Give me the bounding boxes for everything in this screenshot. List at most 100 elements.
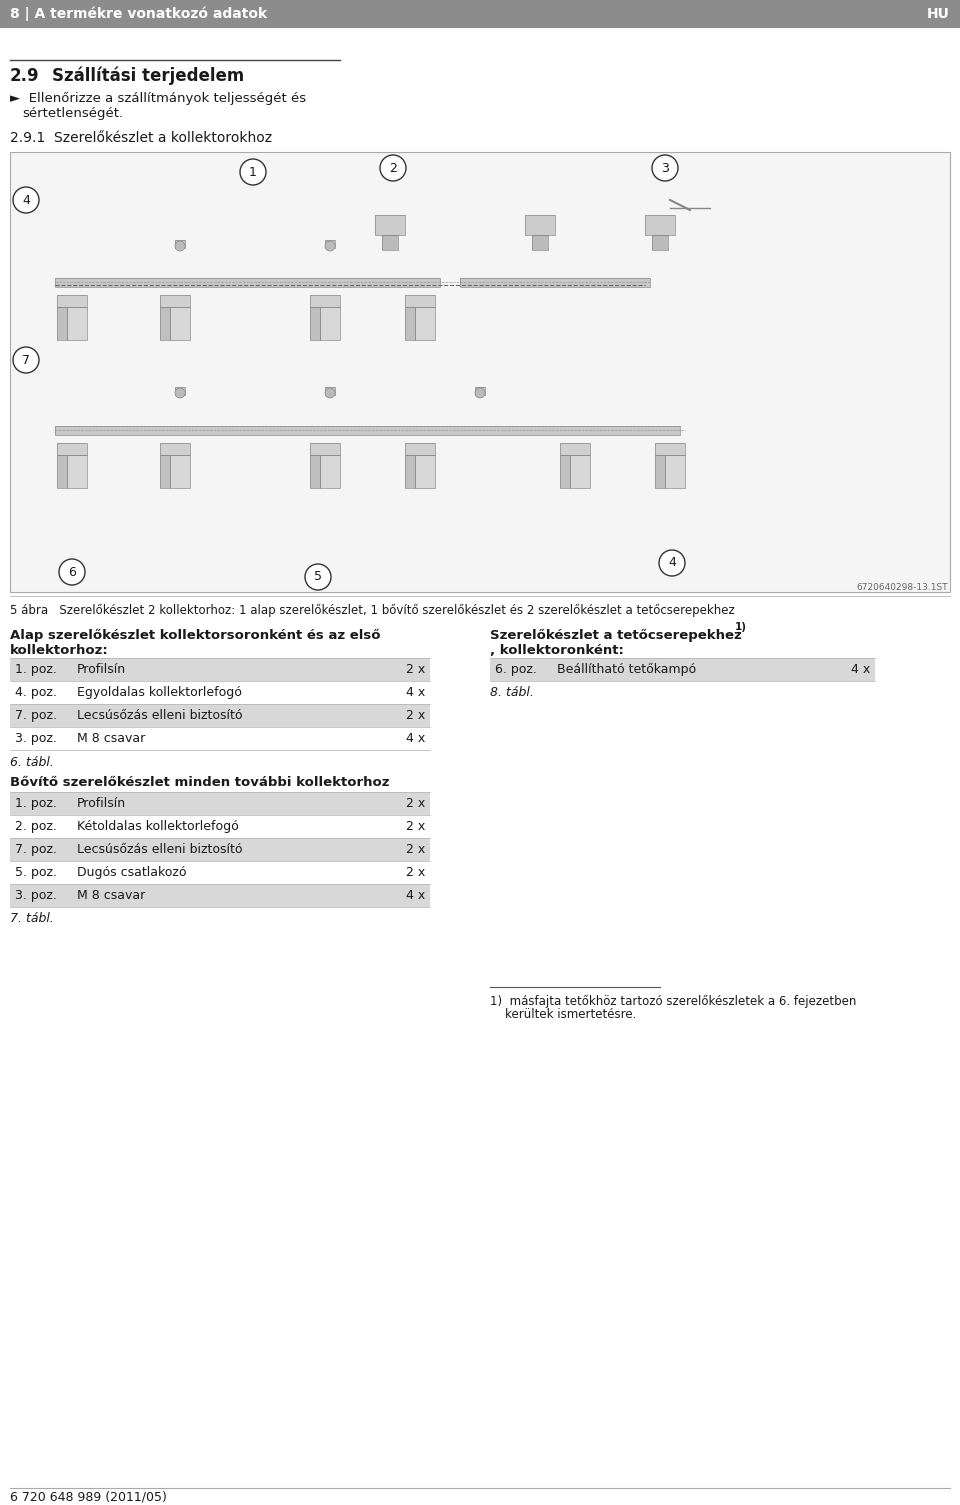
Bar xyxy=(560,442,590,455)
Bar xyxy=(532,235,548,250)
Bar xyxy=(525,215,555,235)
Bar xyxy=(310,295,340,307)
Circle shape xyxy=(380,155,406,181)
Text: 5 ábra   Szerelőkészlet 2 kollektorhoz: 1 alap szerelőkészlet, 1 bővítő szerelők: 5 ábra Szerelőkészlet 2 kollektorhoz: 1 … xyxy=(10,604,734,617)
Bar xyxy=(405,455,415,488)
Text: 3: 3 xyxy=(661,161,669,175)
Bar xyxy=(175,239,185,248)
Text: 5. poz.: 5. poz. xyxy=(15,865,57,879)
Text: Profilsín: Profilsín xyxy=(77,664,126,676)
Bar xyxy=(475,387,485,394)
Bar xyxy=(405,442,435,455)
Text: Dugós csatlakozó: Dugós csatlakozó xyxy=(77,865,186,879)
Text: 4: 4 xyxy=(22,194,30,206)
Circle shape xyxy=(175,388,185,397)
Text: Szállítási terjedelem: Szállítási terjedelem xyxy=(52,66,244,86)
Text: 2 x: 2 x xyxy=(406,865,425,879)
Bar xyxy=(55,278,440,287)
Bar xyxy=(160,295,190,307)
Bar xyxy=(655,442,685,455)
Bar xyxy=(170,455,190,488)
Text: 6720640298-13.1ST: 6720640298-13.1ST xyxy=(856,584,948,593)
Text: 7. poz.: 7. poz. xyxy=(15,709,57,722)
Bar xyxy=(525,215,555,235)
Text: Profilsín: Profilsín xyxy=(77,798,126,810)
Circle shape xyxy=(659,549,685,576)
Bar xyxy=(570,455,590,488)
Bar xyxy=(375,215,405,235)
Text: 1: 1 xyxy=(249,166,257,179)
Bar xyxy=(655,455,665,488)
Bar xyxy=(175,387,185,394)
Bar xyxy=(10,838,430,861)
Bar xyxy=(560,455,570,488)
Bar xyxy=(160,455,170,488)
Text: M 8 csavar: M 8 csavar xyxy=(77,731,145,745)
Text: 8 | A termékre vonatkozó adatok: 8 | A termékre vonatkozó adatok xyxy=(10,6,267,21)
Text: kollektorhoz:: kollektorhoz: xyxy=(10,644,108,656)
Bar xyxy=(10,883,430,908)
Bar xyxy=(170,455,190,488)
Bar xyxy=(415,307,435,340)
Bar xyxy=(325,239,335,248)
Text: Bővítő szerelőkészlet minden további kollektorhoz: Bővítő szerelőkészlet minden további kol… xyxy=(10,775,390,789)
Text: 7. tábl.: 7. tábl. xyxy=(10,912,54,926)
Bar xyxy=(645,215,675,235)
Bar xyxy=(55,426,680,435)
Bar xyxy=(570,455,590,488)
Bar xyxy=(320,307,340,340)
Bar xyxy=(415,307,435,340)
Text: 1)  másfajta tetőkhöz tartozó szerelőkészletek a 6. fejezetben: 1) másfajta tetőkhöz tartozó szerelőkész… xyxy=(490,995,856,1007)
Bar xyxy=(160,307,170,340)
Text: 6. poz.: 6. poz. xyxy=(495,664,537,676)
Text: Lecsúsőzás elleni biztosító: Lecsúsőzás elleni biztosító xyxy=(77,709,243,722)
Bar xyxy=(310,455,320,488)
Bar xyxy=(560,442,590,455)
Bar xyxy=(310,455,320,488)
Bar xyxy=(415,455,435,488)
Text: Kétoldalas kollektorlefogó: Kétoldalas kollektorlefogó xyxy=(77,820,239,832)
Bar xyxy=(460,278,650,287)
Text: 2 x: 2 x xyxy=(406,843,425,856)
Bar xyxy=(160,295,190,307)
Bar xyxy=(310,442,340,455)
Bar xyxy=(310,307,320,340)
Text: 1. poz.: 1. poz. xyxy=(15,798,57,810)
Bar xyxy=(560,455,570,488)
Bar xyxy=(175,239,185,248)
Bar xyxy=(10,704,430,727)
Bar xyxy=(67,307,87,340)
Text: M 8 csavar: M 8 csavar xyxy=(77,889,145,901)
Text: 3. poz.: 3. poz. xyxy=(15,889,57,901)
Bar xyxy=(10,792,430,816)
Text: ►  Ellenőrizze a szállítmányok teljességét és: ► Ellenőrizze a szállítmányok teljességé… xyxy=(10,92,306,104)
Text: 4 x: 4 x xyxy=(406,686,425,698)
Bar xyxy=(170,307,190,340)
Bar xyxy=(325,387,335,394)
Bar xyxy=(310,295,340,307)
Text: 2 x: 2 x xyxy=(406,709,425,722)
Bar xyxy=(652,235,668,250)
Text: 2 x: 2 x xyxy=(406,820,425,832)
Bar xyxy=(405,295,435,307)
Text: 4 x: 4 x xyxy=(406,889,425,901)
Bar xyxy=(645,215,675,235)
Bar xyxy=(175,387,185,394)
Bar xyxy=(0,0,960,29)
Circle shape xyxy=(325,388,335,397)
Bar xyxy=(652,235,668,250)
Circle shape xyxy=(13,187,39,214)
Bar xyxy=(655,455,665,488)
Text: 2 x: 2 x xyxy=(406,664,425,676)
Bar xyxy=(405,442,435,455)
Bar xyxy=(10,658,430,680)
Text: 2. poz.: 2. poz. xyxy=(15,820,57,832)
Text: 1): 1) xyxy=(735,622,747,632)
Bar xyxy=(310,442,340,455)
Bar xyxy=(325,387,335,394)
Bar xyxy=(460,278,650,287)
Bar xyxy=(382,235,398,250)
Bar xyxy=(160,442,190,455)
Bar xyxy=(320,307,340,340)
Bar xyxy=(405,455,415,488)
